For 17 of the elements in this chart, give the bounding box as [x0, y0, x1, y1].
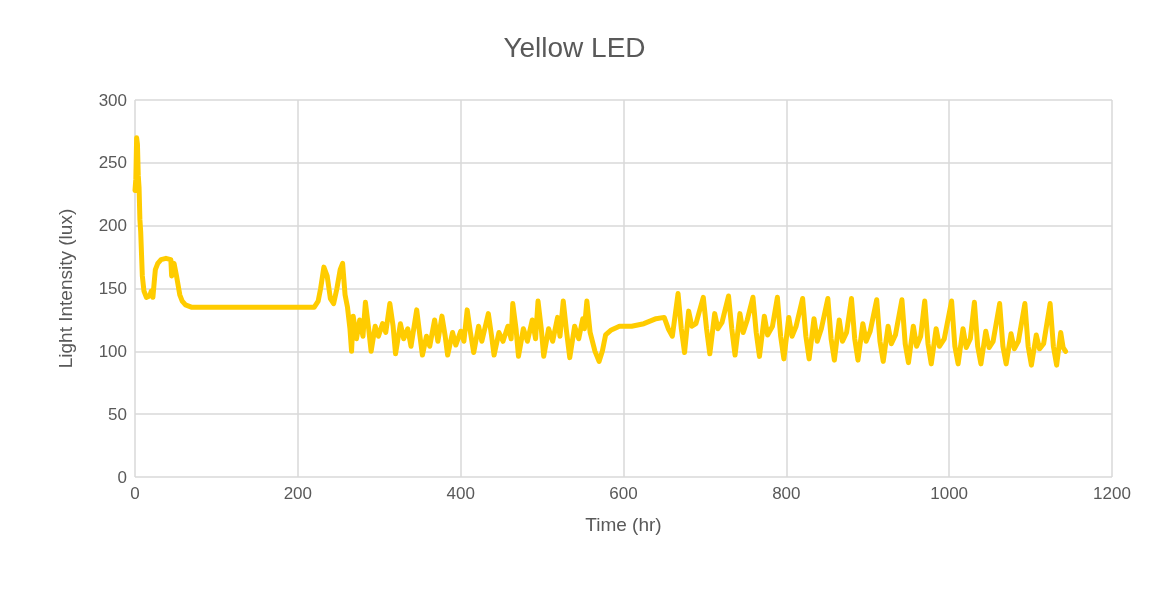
x-tick-label: 400	[446, 484, 475, 503]
y-tick-label: 50	[108, 404, 127, 424]
y-tick-label: 250	[98, 153, 127, 173]
y-tick-label: 200	[98, 216, 127, 236]
chart-title: Yellow LED	[503, 31, 646, 63]
x-tick-label: 1000	[930, 484, 969, 503]
y-tick-label: 0	[117, 467, 127, 487]
x-tick-label: 600	[609, 484, 638, 503]
x-tick-label: 200	[283, 484, 313, 503]
x-tick-label: 800	[772, 484, 801, 503]
x-axis-title: Time (hr)	[585, 514, 662, 535]
x-tick-label: 0	[130, 484, 140, 503]
y-tick-label: 300	[98, 90, 127, 110]
y-tick-label: 150	[98, 279, 127, 298]
y-axis-title: Light Intensity (lux)	[55, 208, 76, 369]
y-tick-label: 100	[98, 341, 127, 361]
x-tick-label: 1200	[1093, 484, 1131, 503]
